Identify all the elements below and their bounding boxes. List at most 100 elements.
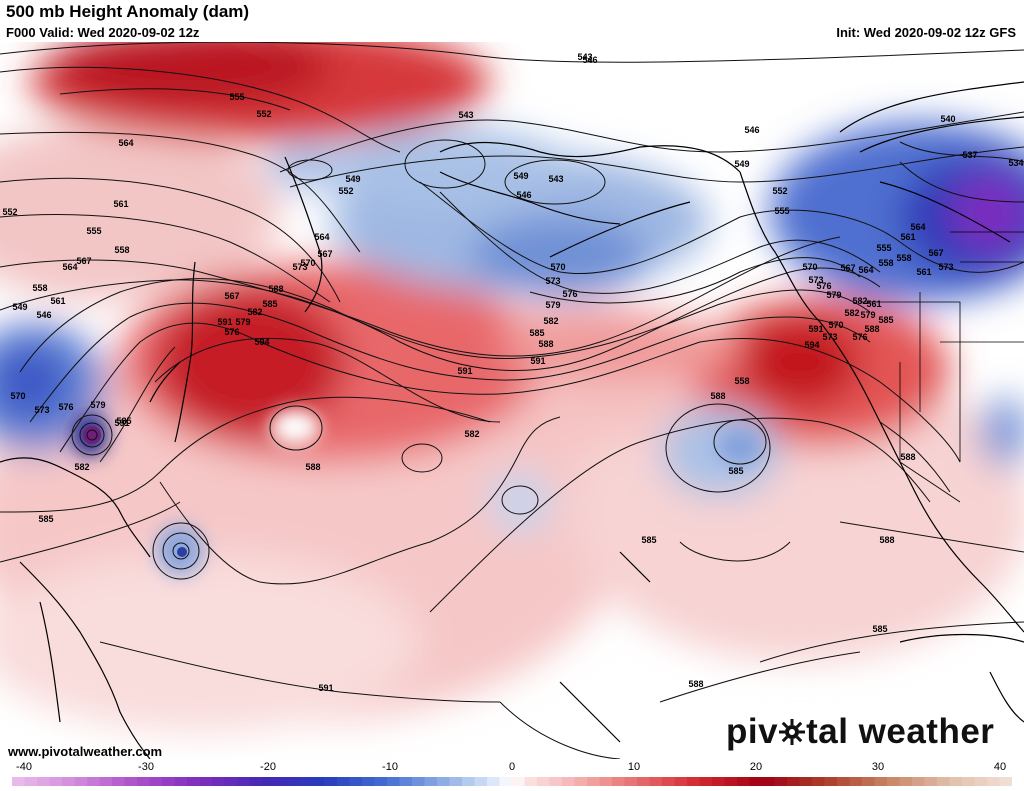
colorbar-segment [324,777,338,786]
colorbar-segment [662,777,676,786]
contour-label: 585 [728,466,743,476]
contour-label: 585 [38,514,53,524]
contour-label: 582 [543,316,558,326]
contour-label: 564 [118,138,133,148]
contour-label: 579 [90,400,105,410]
colorbar-segment [349,777,363,786]
contour-label: 570 [802,262,817,272]
colorbar-segment [637,777,651,786]
colorbar-segment [824,777,838,786]
colorbar-segment [274,777,288,786]
contour-label: 576 [816,281,831,291]
contour-label: 591 [530,356,545,366]
height-contours [0,42,1024,759]
colorbar-segment [149,777,163,786]
contour-label: 594 [804,340,819,350]
contour-label: 564 [314,232,329,242]
contour-label: 594 [254,337,269,347]
contour-label: 555 [876,243,891,253]
contour-label: 546 [582,55,597,65]
website-url[interactable]: www.pivotalweather.com [8,744,163,759]
colorbar-tick-label: -20 [260,761,276,773]
contour-label: 585 [878,315,893,325]
colorbar-segment [124,777,138,786]
contour-label: 591 [114,418,129,428]
contour-label: 561 [900,232,915,242]
contour-label: 582 [852,296,867,306]
contour-label: 573 [822,332,837,342]
contour-label: 567 [840,263,855,273]
contour-label: 561 [916,267,931,277]
contour-label: 585 [116,416,131,426]
colorbar-segment [587,777,601,786]
colorbar-segment [362,777,376,786]
colorbar-segment [162,777,176,786]
contour-label: 579 [826,290,841,300]
colorbar-segment [112,777,126,786]
colorbar-segment [812,777,826,786]
colorbar-segment [674,777,688,786]
colorbar-segment [262,777,276,786]
contour-label: 543 [548,174,563,184]
contour-label: 576 [224,327,239,337]
colorbar-segment [137,777,151,786]
contour-label: 558 [114,245,129,255]
contour-label: 573 [34,405,49,415]
colorbar-segment [549,777,563,786]
contour-label: 564 [858,265,873,275]
contour-label: 549 [345,174,360,184]
contour-label: 552 [256,109,271,119]
colorbar-segment [912,777,926,786]
colorbar-segment [762,777,776,786]
contour-label: 576 [58,402,73,412]
colorbar-segment [449,777,463,786]
colorbar-segment [699,777,713,786]
contour-label: 591 [318,683,333,693]
colorbar-segment [799,777,813,786]
contour-label: 567 [76,256,91,266]
colorbar-segment [312,777,326,786]
colorbar-segment [24,777,38,786]
colorbar-segment [987,777,1001,786]
colorbar-segment [574,777,588,786]
contour-label: 573 [938,262,953,272]
contour-label: 570 [10,391,25,401]
colorbar-segment [474,777,488,786]
colorbar-tick-label: 30 [871,761,885,773]
colorbar-segment [937,777,951,786]
contour-label: 573 [545,276,560,286]
contour-label: 576 [562,289,577,299]
init-time: Init: Wed 2020-09-02 12z GFS [836,25,1016,40]
contour-label: 543 [577,52,592,62]
colorbar-segment [787,777,801,786]
contour-label: 573 [292,262,307,272]
colorbar-segment [387,777,401,786]
pivotal-weather-logo: piv tal weather [726,712,994,752]
colorbar-segment [849,777,863,786]
colorbar-segment [512,777,526,786]
contour-label: 582 [74,462,89,472]
colorbar-segment [737,777,751,786]
contour-label: 588 [864,324,879,334]
colorbar-segment [924,777,938,786]
colorbar-segment [199,777,213,786]
contour-label: 573 [808,275,823,285]
anomaly-fill [0,42,1024,759]
contour-label: 552 [772,186,787,196]
contour-labels: 5555525465435405375345495525495465435465… [2,52,1023,693]
colorbar-tick-label: -30 [138,761,154,773]
contour-label: 555 [229,92,244,102]
colorbar-segment [974,777,988,786]
contour-label: 588 [879,535,894,545]
contour-label: 588 [900,452,915,462]
contour-label: 570 [550,262,565,272]
colorbar-segment [287,777,301,786]
colorbar-segment [962,777,976,786]
contour-label: 561 [113,199,128,209]
colorbar-segment [837,777,851,786]
colorbar-segment [487,777,501,786]
colorbar-ticks: -40 -30 -20 -10 0 10 20 30 40 [0,759,1024,775]
logo-text-left: piv [726,712,779,751]
colorbar-segment [224,777,238,786]
logo-text-right: tal weather [806,712,995,751]
